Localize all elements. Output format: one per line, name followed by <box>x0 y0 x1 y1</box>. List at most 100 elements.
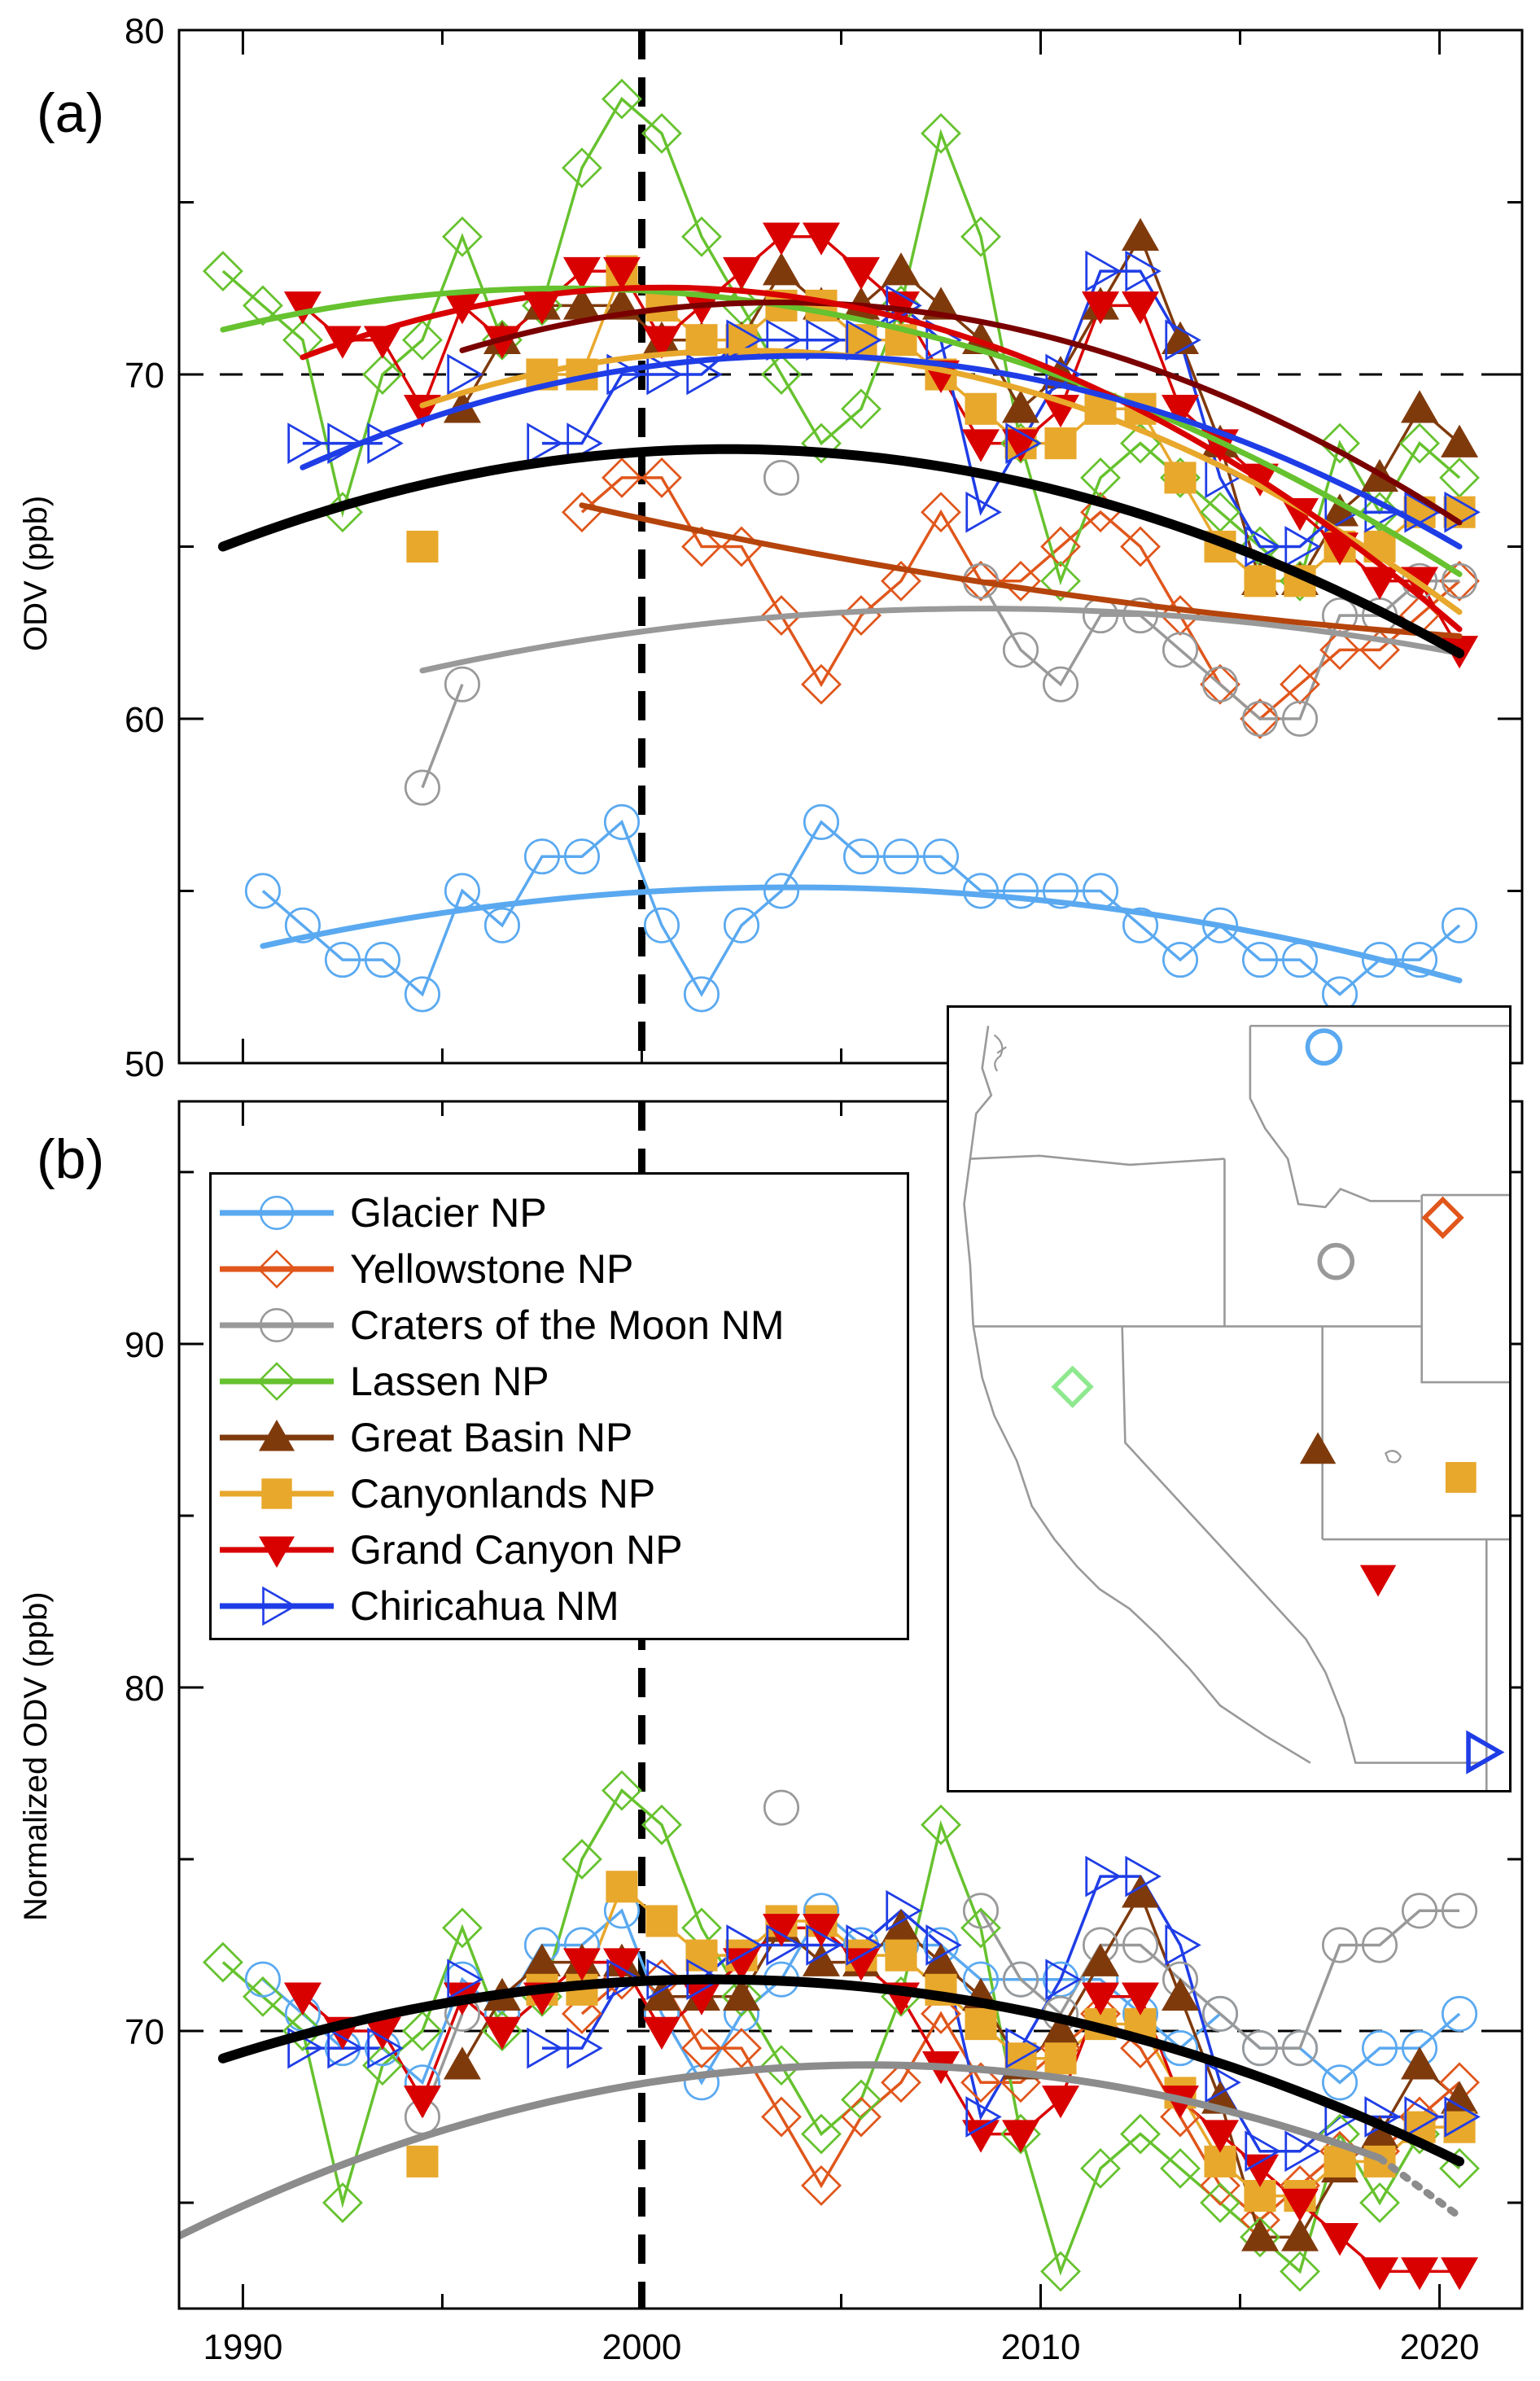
legend-swatch <box>220 1586 334 1626</box>
data-point <box>1085 1855 1122 1897</box>
data-point <box>1122 291 1160 325</box>
legend-label: Craters of the Moon NM <box>350 1302 785 1348</box>
data-point <box>1164 462 1197 494</box>
data-point <box>483 2016 521 2051</box>
markers-glacier-np <box>244 803 1478 1013</box>
data-point <box>962 2120 1000 2153</box>
data-point <box>1082 1943 1120 1976</box>
series-yellowstone-np <box>580 476 1461 721</box>
panel-label-b: (b) <box>37 1128 105 1190</box>
data-point <box>283 1982 322 2016</box>
data-point <box>1040 560 1081 602</box>
data-point <box>1162 632 1199 668</box>
plot-area <box>179 30 1522 1063</box>
series-line <box>541 269 1460 583</box>
series-line <box>221 96 1461 586</box>
series-line <box>580 476 1461 721</box>
legend-marker-icon <box>259 1195 295 1231</box>
data-point <box>922 838 960 875</box>
data-point <box>567 2027 603 2069</box>
data-point <box>841 388 882 430</box>
map-site-marker-6 <box>1359 1565 1397 1597</box>
legend: Glacier NP Yellowstone NP Craters of the M… <box>209 1172 909 1640</box>
data-point <box>1080 2147 1121 2189</box>
data-point <box>962 1893 1000 1929</box>
data-point <box>1005 2027 1042 2069</box>
data-point <box>1201 666 1239 702</box>
legend-item: Grand Canyon NP <box>212 1521 683 1578</box>
data-point <box>1401 390 1439 423</box>
data-point <box>283 291 322 325</box>
data-point <box>802 1914 840 1947</box>
series-craters-of-the-moon-nm <box>421 580 1460 789</box>
data-point <box>527 2027 563 2069</box>
data-point <box>726 1924 763 1966</box>
data-point <box>447 1959 483 2001</box>
data-point <box>441 216 483 257</box>
y-tick-label: 70 <box>125 2012 164 2052</box>
data-point <box>404 769 441 806</box>
data-point <box>1044 2042 1077 2075</box>
data-point <box>523 291 561 325</box>
data-point <box>1404 2096 1441 2138</box>
data-point <box>960 1907 1001 1949</box>
data-point <box>244 1961 281 1998</box>
data-point <box>1040 526 1081 567</box>
data-point <box>1321 2064 1358 2101</box>
data-point <box>1160 2096 1201 2138</box>
data-point <box>562 256 601 291</box>
legend-swatch <box>220 1420 334 1451</box>
markers-yellowstone-np <box>561 457 1481 739</box>
data-point <box>1082 1982 1120 2016</box>
legend-label: Yellowstone NP <box>350 1246 634 1292</box>
fit-comparison-dotted <box>1376 2154 1463 2221</box>
data-point <box>324 942 361 978</box>
fit-comparison <box>179 2061 1384 2240</box>
data-point <box>1205 2061 1241 2103</box>
data-point <box>322 2182 363 2223</box>
data-point <box>761 595 802 637</box>
legend-swatch <box>220 1478 334 1509</box>
data-point <box>523 1943 561 1976</box>
data-point <box>403 2086 441 2119</box>
data-point <box>641 112 682 154</box>
fit-great-basin-np <box>459 300 1463 526</box>
data-point <box>921 1943 960 1976</box>
data-point <box>882 838 920 875</box>
data-point <box>1361 942 1398 978</box>
data-point <box>363 2016 401 2051</box>
data-point <box>1200 2182 1240 2223</box>
data-point <box>406 530 439 563</box>
data-point <box>846 319 882 361</box>
fit-all-sites <box>217 1974 1465 2167</box>
data-point <box>686 353 723 396</box>
data-point <box>1399 422 1441 464</box>
data-point <box>1401 1893 1438 1929</box>
data-point <box>921 1993 961 2034</box>
map-site-marker-5 <box>1445 1462 1477 1493</box>
legend-marker-icon <box>262 1586 297 1626</box>
data-point <box>802 1943 840 1976</box>
data-point <box>1284 2130 1321 2173</box>
data-point <box>1201 2120 1240 2153</box>
panel-a: 50 60 70 80 <box>125 11 1524 1084</box>
data-point <box>1441 424 1479 457</box>
series-glacier-np <box>261 819 1461 997</box>
data-point <box>1002 390 1040 423</box>
data-point <box>561 147 602 189</box>
data-point <box>721 1976 762 2017</box>
data-point <box>960 216 1001 257</box>
legend-item: Yellowstone NP <box>212 1241 633 1298</box>
legend-marker-icon <box>261 1478 292 1509</box>
data-point <box>886 1889 922 1932</box>
data-point <box>1125 1855 1162 1897</box>
data-point <box>1080 457 1121 498</box>
data-point <box>1281 2218 1319 2252</box>
data-point <box>801 422 842 464</box>
data-point <box>921 112 961 154</box>
data-point <box>1441 1995 1478 2032</box>
y-axis: 70 80 90 <box>125 1171 1522 2204</box>
data-point <box>642 1977 680 2011</box>
data-point <box>367 2027 404 2069</box>
data-point <box>1241 2218 1280 2252</box>
